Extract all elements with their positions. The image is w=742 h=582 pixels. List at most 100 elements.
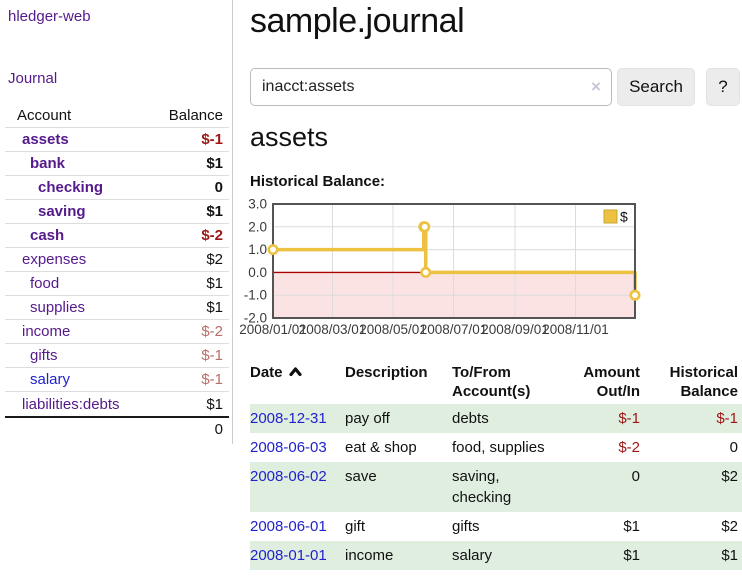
account-column-header: Account [17, 107, 72, 124]
register-row: 2008-06-02 save saving, checking 0 $2 [250, 462, 742, 512]
column-header-description: Description [345, 364, 428, 381]
sidebar-total-row: 0 [5, 416, 229, 440]
sidebar-account-balance: 0 [214, 179, 223, 196]
register-row: 2008-06-01 gift gifts $1 $2 [250, 512, 742, 541]
sidebar-account-balance: $2 [206, 251, 223, 268]
svg-text:2008/05/01: 2008/05/01 [359, 322, 427, 337]
search-button[interactable]: Search [617, 68, 695, 106]
sidebar-account-row: salary $-1 [5, 368, 229, 392]
register-balance: $1 [721, 547, 738, 564]
historical-balance-chart: $3.0 2.0 1.0 0.0 -1.0 -2.02008/01/012008/03/0… [239, 197, 641, 337]
sidebar-account-balance: $-1 [201, 131, 223, 148]
register-description: eat & shop [345, 439, 417, 456]
sidebar-account-row: income $-2 [5, 320, 229, 344]
sidebar-item-journal[interactable]: Journal [8, 70, 58, 87]
column-header-date[interactable]: Date [250, 360, 345, 404]
svg-text:0.0: 0.0 [248, 265, 267, 280]
sidebar-account-row: liabilities:debts $1 [5, 392, 229, 416]
sidebar-account-link[interactable]: expenses [22, 251, 87, 268]
register-amount: 0 [631, 468, 640, 485]
sidebar-account-link[interactable]: supplies [30, 299, 86, 316]
register-header-row: Date Description To/From Account(s) Amou… [250, 360, 742, 404]
sidebar-account-link[interactable]: assets [22, 131, 69, 148]
register-accounts: salary [452, 547, 493, 564]
svg-text:2008/09/01: 2008/09/01 [481, 322, 549, 337]
sidebar-account-row: supplies $1 [5, 296, 229, 320]
sidebar-account-balance: $1 [206, 395, 223, 413]
sidebar-account-link[interactable]: cash [30, 227, 65, 244]
register-balance: $2 [721, 468, 738, 485]
sidebar-account-row: assets $-1 [5, 128, 229, 152]
sidebar-account-balance: $1 [206, 275, 223, 292]
sidebar-account-row: expenses $2 [5, 248, 229, 272]
sidebar-account-link[interactable]: checking [38, 179, 104, 196]
svg-text:-1.0: -1.0 [244, 288, 267, 303]
register-balance: $-1 [716, 410, 738, 427]
register-accounts: gifts [452, 518, 480, 535]
column-header-accounts: To/From Account(s) [452, 364, 531, 400]
sidebar-account-rows: assets $-1 bank $1 checking 0 saving $1 … [5, 128, 229, 416]
chart-title: Historical Balance: [250, 173, 386, 190]
sidebar-account-balance: $1 [206, 299, 223, 316]
register-balance: 0 [729, 439, 738, 456]
help-button[interactable]: ? [706, 68, 740, 106]
brand-link[interactable]: hledger-web [8, 8, 91, 25]
sidebar-account-balance: $-2 [201, 227, 223, 244]
register-row: 2008-06-03 eat & shop food, supplies $-2… [250, 433, 742, 462]
sidebar-account-row: gifts $-1 [5, 344, 229, 368]
sidebar-account-table: Account Balance assets $-1 bank $1 check… [5, 104, 229, 440]
sidebar-account-link[interactable]: bank [30, 155, 66, 172]
sidebar-account-balance: $1 [206, 203, 223, 220]
sidebar-account-row: checking 0 [5, 176, 229, 200]
register-row: 2008-01-01 income salary $1 $1 [250, 541, 742, 570]
register-description: gift [345, 518, 366, 535]
register-date-link[interactable]: 2008-12-31 [250, 410, 327, 427]
sidebar-account-row: saving $1 [5, 200, 229, 224]
clear-search-icon[interactable]: × [591, 77, 601, 96]
sidebar-account-balance: $1 [206, 155, 223, 172]
register-accounts: food, supplies [452, 439, 545, 456]
register-row: 2008-12-31 pay off debts $-1 $-1 [250, 404, 742, 433]
column-header-amount: Amount Out/In [583, 364, 640, 400]
svg-text:2008/11/01: 2008/11/01 [542, 322, 609, 337]
svg-text:2008/03/01: 2008/03/01 [299, 322, 367, 337]
svg-text:$: $ [620, 209, 628, 225]
register-date-link[interactable]: 2008-06-01 [250, 518, 327, 535]
svg-text:1.0: 1.0 [248, 242, 267, 257]
column-header-balance: Historical Balance [669, 364, 738, 400]
register-description: save [345, 468, 377, 485]
sidebar-account-balance: $-1 [201, 371, 223, 388]
sidebar-account-link[interactable]: saving [38, 203, 86, 220]
register-date-link[interactable]: 2008-06-02 [250, 468, 327, 485]
register-accounts: debts [452, 410, 489, 427]
sidebar-account-balance: $-2 [201, 323, 223, 340]
register-table: Date Description To/From Account(s) Amou… [250, 360, 742, 570]
sidebar-account-row: cash $-2 [5, 224, 229, 248]
svg-text:2008/01/01: 2008/01/01 [239, 322, 307, 337]
search-form: × Search ? [250, 68, 742, 106]
sidebar-account-row: bank $1 [5, 152, 229, 176]
register-accounts: saving, checking [452, 468, 512, 506]
register-amount: $-1 [618, 410, 640, 427]
register-balance: $2 [721, 518, 738, 535]
register-amount: $1 [623, 518, 640, 535]
account-heading: assets [250, 122, 329, 152]
svg-text:2008/07/01: 2008/07/01 [420, 322, 488, 337]
sidebar-account-link[interactable]: gifts [30, 347, 58, 364]
register-date-link[interactable]: 2008-06-03 [250, 439, 327, 456]
register-date-link[interactable]: 2008-01-01 [250, 547, 327, 564]
sidebar-account-link[interactable]: food [30, 275, 60, 292]
sidebar: hledger-web Journal Account Balance asse… [0, 0, 233, 444]
svg-text:2.0: 2.0 [248, 219, 267, 234]
balance-column-header: Balance [168, 107, 223, 124]
sidebar-table-header: Account Balance [5, 104, 229, 128]
svg-text:3.0: 3.0 [248, 197, 267, 212]
sidebar-account-link[interactable]: liabilities:debts [22, 395, 120, 413]
search-input[interactable] [250, 68, 612, 106]
sidebar-account-balance: $-1 [201, 347, 223, 364]
sidebar-account-link[interactable]: salary [30, 371, 71, 388]
register-description: income [345, 547, 394, 564]
sidebar-account-link[interactable]: income [22, 323, 71, 340]
register-amount: $-2 [618, 439, 640, 456]
